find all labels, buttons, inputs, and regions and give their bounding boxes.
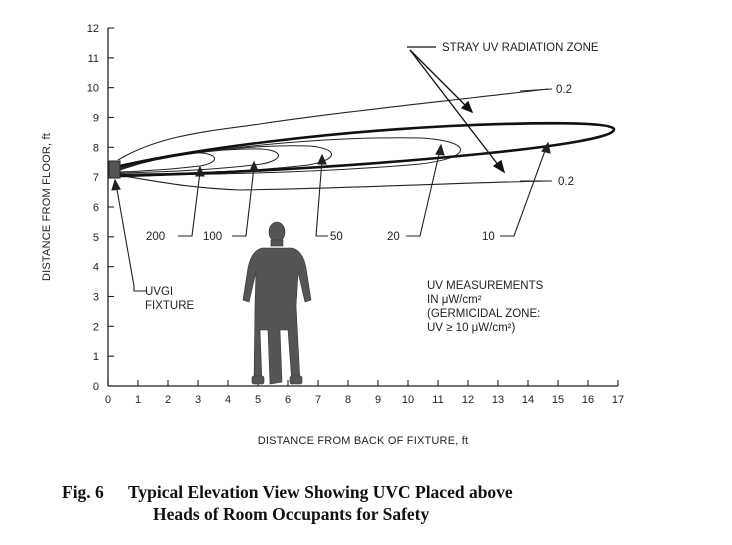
y-tick-label: 4 (93, 262, 99, 274)
label-100: 100 (203, 231, 222, 243)
fixture-label-line1: UVGI (145, 286, 173, 298)
label-10: 10 (482, 231, 495, 243)
y-tick-label: 9 (93, 113, 99, 125)
label-20: 20 (387, 231, 400, 243)
figure-number: Fig. 6 (62, 482, 104, 502)
contour-10-germicidal (119, 122, 616, 178)
x-tick-label: 7 (315, 394, 321, 406)
measurement-note-line3: (GERMICIDAL ZONE: (427, 308, 540, 320)
y-tick-label: 2 (93, 321, 99, 333)
y-tick-label: 10 (87, 83, 99, 95)
x-tick-label: 0 (105, 394, 111, 406)
contour-20 (119, 137, 461, 176)
x-tick-label: 9 (375, 394, 381, 406)
x-tick-label: 14 (522, 394, 534, 406)
x-tick-label: 2 (165, 394, 171, 406)
axes (107, 28, 618, 387)
contour-leaders (178, 141, 551, 237)
x-tick-label: 11 (432, 394, 443, 406)
label-200: 200 (146, 231, 165, 243)
x-tick-label: 13 (492, 394, 504, 406)
y-tick-label: 7 (93, 172, 99, 184)
x-tick-label: 10 (402, 394, 414, 406)
label-50: 50 (330, 231, 343, 243)
y-tick-label: 6 (93, 202, 99, 214)
x-tick-label: 3 (195, 394, 201, 406)
y-tick-label: 12 (87, 23, 99, 35)
person-silhouette (242, 221, 312, 385)
x-tick-label: 5 (255, 394, 261, 406)
y-tick-label: 5 (93, 232, 99, 244)
y-tick-label: 1 (93, 351, 99, 363)
y-axis-label: DISTANCE FROM FLOOR, ft (41, 133, 53, 281)
uvgi-fixture-block (108, 160, 121, 179)
x-tick-label: 8 (345, 394, 351, 406)
x-ticks: 0 1 2 3 4 5 6 7 8 9 10 11 12 13 14 15 16 17 (105, 380, 624, 406)
figure-title-line1: Typical Elevation View Showing UVC Place… (128, 482, 513, 502)
fixture-label-line2: FIXTURE (145, 300, 195, 312)
uv-elevation-diagram: 0 1 2 3 4 5 6 7 8 9 10 11 12 13 14 15 16 17 0123456789101… (41, 23, 624, 447)
x-tick-label: 6 (285, 394, 291, 406)
x-tick-label: 4 (225, 394, 231, 406)
x-tick-label: 15 (552, 394, 564, 406)
x-tick-label: 12 (462, 394, 474, 406)
x-axis-label: DISTANCE FROM BACK OF FIXTURE, ft (258, 435, 469, 447)
stray-zone-label: STRAY UV RADIATION ZONE (442, 42, 599, 54)
y-tick-label: 11 (88, 53, 99, 65)
stray-lower-value: 0.2 (558, 176, 574, 188)
x-tick-label: 16 (582, 394, 594, 406)
y-tick-label: 3 (93, 292, 99, 304)
stray-upper-leader (519, 88, 553, 92)
y-tick-label: 8 (93, 142, 99, 154)
stray-zone-arrows (407, 46, 506, 174)
x-tick-label: 1 (135, 394, 141, 406)
measurement-note-line2: IN μW/cm² (427, 294, 482, 306)
measurement-note-line4: UV ≥ 10 μW/cm²) (427, 322, 515, 334)
measurement-note-line1: UV MEASUREMENTS (427, 280, 544, 292)
stray-upper-value: 0.2 (556, 84, 572, 96)
y-tick-label: 0 (93, 381, 99, 393)
x-tick-label: 17 (612, 394, 624, 406)
fixture-leader (111, 178, 146, 292)
figure-title-line2: Heads of Room Occupants for Safety (153, 504, 430, 524)
